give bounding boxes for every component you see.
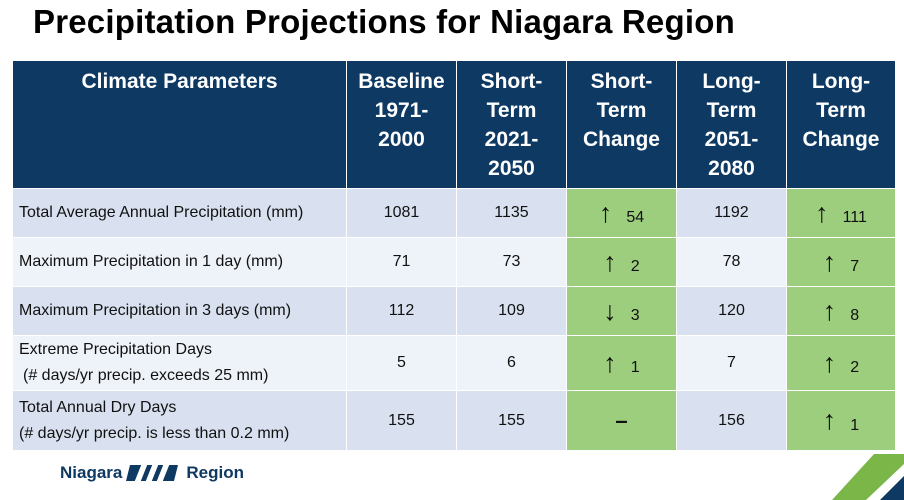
- short-term-cell: 109: [456, 286, 567, 336]
- change-value: 1: [850, 416, 860, 434]
- logo-stripes-icon: [126, 463, 179, 483]
- header-line: Climate Parameters: [81, 70, 278, 93]
- header-line: 1971-: [374, 99, 429, 122]
- baseline-cell: 5: [346, 335, 457, 391]
- header-line: Baseline: [358, 70, 445, 93]
- down-arrow-icon: ↓: [603, 295, 617, 326]
- baseline-cell: 155: [346, 390, 457, 451]
- table-row: Maximum Precipitation in 1 day (mm) 71 7…: [12, 237, 896, 287]
- header-line: 2021-: [484, 128, 539, 151]
- up-arrow-icon: ↑: [822, 246, 837, 277]
- parameter-sublabel: (# days/yr precip. is less than 0.2 mm): [19, 424, 290, 442]
- header-long-term: Long- Term 2051- 2080: [676, 60, 787, 189]
- change-value: 2: [630, 258, 640, 276]
- header-row: Climate Parameters Baseline 1971- 2000 S…: [12, 60, 896, 189]
- short-change-cell: –: [566, 390, 677, 451]
- short-term-cell: 6: [456, 335, 567, 391]
- short-change-cell: ↑ 54: [566, 188, 677, 238]
- up-arrow-icon: ↑: [822, 295, 837, 326]
- change-value: 2: [850, 359, 860, 377]
- table-row: Extreme Precipitation Days (# days/yr pr…: [12, 335, 896, 391]
- long-term-cell: 1192: [676, 188, 787, 238]
- long-change-cell: ↑ 7: [786, 237, 896, 287]
- header-line: Short-: [590, 70, 653, 93]
- parameter-label: Extreme Precipitation Days: [19, 341, 212, 358]
- up-arrow-icon: ↑: [603, 347, 617, 378]
- logo-text-right: Region: [186, 463, 244, 482]
- change-value: 3: [630, 307, 640, 325]
- header-line: Long-: [702, 70, 761, 93]
- header-line: Term: [486, 99, 537, 122]
- header-short-term: Short- Term 2021- 2050: [456, 60, 567, 189]
- page-title: Precipitation Projections for Niagara Re…: [33, 3, 735, 40]
- parameter-label: Total Annual Dry Days: [19, 398, 177, 416]
- long-change-cell: ↑ 1: [786, 390, 896, 451]
- change-value: 8: [850, 307, 860, 325]
- header-line: Change: [582, 128, 660, 151]
- header-climate-parameters: Climate Parameters: [12, 60, 347, 189]
- short-change-cell: ↑ 1: [566, 335, 677, 391]
- parameter-label: Maximum Precipitation in 1 day (mm): [19, 253, 284, 270]
- parameter-cell: Maximum Precipitation in 1 day (mm): [12, 237, 347, 287]
- precipitation-table: Climate Parameters Baseline 1971- 2000 S…: [12, 60, 896, 451]
- header-line: Long-: [811, 70, 871, 93]
- change-value: 111: [842, 209, 867, 227]
- up-arrow-icon: ↑: [598, 197, 613, 228]
- corner-chevron-decoration: [832, 454, 904, 500]
- short-term-cell: 155: [456, 390, 567, 451]
- baseline-cell: 112: [346, 286, 457, 336]
- parameter-cell: Total Average Annual Precipitation (mm): [12, 188, 347, 238]
- parameter-sublabel: (# days/yr precip. exceeds 25 mm): [23, 367, 269, 384]
- baseline-cell: 71: [346, 237, 457, 287]
- no-change-dash: –: [615, 407, 628, 433]
- long-change-cell: ↑ 8: [786, 286, 896, 336]
- long-term-cell: 7: [676, 335, 787, 391]
- niagara-region-logo: Niagara Region: [60, 461, 244, 485]
- header-line: Term: [816, 99, 866, 122]
- header-line: 2051-: [704, 128, 759, 151]
- change-value: 1: [630, 359, 640, 377]
- parameter-cell: Total Annual Dry Days (# days/yr precip.…: [12, 390, 347, 451]
- short-term-cell: 73: [456, 237, 567, 287]
- header-line: Term: [706, 99, 757, 122]
- parameter-cell: Extreme Precipitation Days (# days/yr pr…: [12, 335, 347, 391]
- logo-text-left: Niagara: [60, 463, 123, 482]
- header-long-term-change: Long- Term Change: [786, 60, 896, 189]
- long-change-cell: ↑ 2: [786, 335, 896, 391]
- table-row: Total Annual Dry Days (# days/yr precip.…: [12, 390, 896, 451]
- header-line: 2050: [488, 157, 535, 180]
- up-arrow-icon: ↑: [822, 347, 837, 378]
- short-change-cell: ↑ 2: [566, 237, 677, 287]
- parameter-label: Maximum Precipitation in 3 days (mm): [19, 302, 292, 319]
- up-arrow-icon: ↑: [815, 197, 829, 228]
- baseline-cell: 1081: [346, 188, 457, 238]
- header-short-term-change: Short- Term Change: [566, 60, 677, 189]
- long-term-cell: 156: [676, 390, 787, 451]
- table-row: Maximum Precipitation in 3 days (mm) 112…: [12, 286, 896, 336]
- header-line: Term: [596, 99, 647, 122]
- parameter-label: Total Average Annual Precipitation (mm): [19, 204, 304, 221]
- table-row: Total Average Annual Precipitation (mm) …: [12, 188, 896, 238]
- short-term-cell: 1135: [456, 188, 567, 238]
- long-change-cell: ↑ 111: [786, 188, 896, 238]
- up-arrow-icon: ↑: [603, 246, 617, 277]
- up-arrow-icon: ↑: [822, 405, 837, 435]
- header-line: Short-: [480, 70, 543, 93]
- long-term-cell: 78: [676, 237, 787, 287]
- header-line: 2080: [708, 157, 755, 180]
- parameter-cell: Maximum Precipitation in 3 days (mm): [12, 286, 347, 336]
- header-baseline: Baseline 1971- 2000: [346, 60, 457, 189]
- header-line: 2000: [378, 128, 425, 151]
- header-line: Change: [802, 128, 880, 151]
- short-change-cell: ↓ 3: [566, 286, 677, 336]
- long-term-cell: 120: [676, 286, 787, 336]
- change-value: 7: [850, 258, 860, 276]
- change-value: 54: [626, 209, 645, 227]
